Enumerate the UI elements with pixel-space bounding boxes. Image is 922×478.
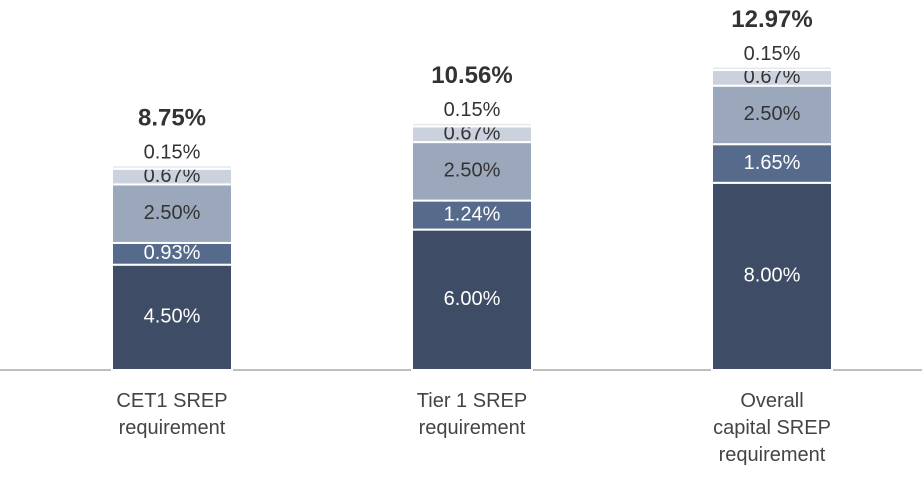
value-label: 2.50% [144,202,201,224]
bar-segment [111,263,233,372]
value-label: 6.00% [444,288,501,310]
x-tick-label: Tier 1 SREP requirement [416,390,528,439]
value-label: 0.15% [744,43,801,65]
value-label: 8.00% [744,265,801,287]
bar-segment [711,84,833,146]
value-label: 0.15% [444,99,501,121]
value-label: 0.67% [144,165,201,187]
bar-segment [411,121,533,128]
x-tick-label: CET1 SREP requirement [116,390,228,439]
total-label: 12.97% [731,6,812,33]
value-label: 1.65% [744,152,801,174]
x-tick-label: Overall capital SREP requirement [713,390,831,466]
value-label: 0.93% [144,242,201,264]
total-label: 10.56% [431,62,512,89]
bar-segment [411,199,533,231]
value-label: 0.67% [744,66,801,88]
bar-segment [411,228,533,371]
value-label: 2.50% [444,160,501,182]
value-label: 0.15% [144,142,201,164]
bar-segment [711,65,833,72]
total-label: 8.75% [138,105,206,132]
value-label: 0.67% [444,123,501,145]
bar-segment [711,181,833,371]
bar-segment [711,143,833,184]
value-label: 1.24% [444,203,501,225]
bar-segment [111,164,233,170]
bar-segment [111,183,233,244]
value-label: 4.50% [144,306,201,328]
value-label: 2.50% [744,103,801,125]
